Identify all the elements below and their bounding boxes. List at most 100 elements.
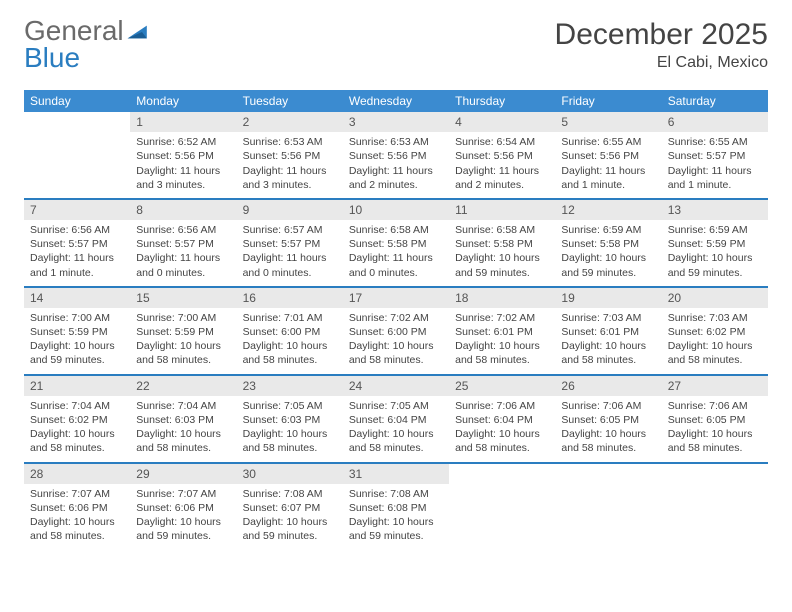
daylight-text: Daylight: 10 hours and 59 minutes. xyxy=(30,339,124,367)
day-number: 27 xyxy=(662,376,768,396)
calendar-day-cell: 31Sunrise: 7:08 AMSunset: 6:08 PMDayligh… xyxy=(343,463,449,550)
sunrise-text: Sunrise: 6:59 AM xyxy=(561,223,655,237)
day-number: 12 xyxy=(555,200,661,220)
day-details: Sunrise: 7:02 AMSunset: 6:00 PMDaylight:… xyxy=(343,308,449,374)
daylight-text: Daylight: 11 hours and 1 minute. xyxy=(30,251,124,279)
daylight-text: Daylight: 10 hours and 58 minutes. xyxy=(455,339,549,367)
sunset-text: Sunset: 6:04 PM xyxy=(349,413,443,427)
calendar-day-cell: 7Sunrise: 6:56 AMSunset: 5:57 PMDaylight… xyxy=(24,199,130,287)
sunset-text: Sunset: 5:58 PM xyxy=(349,237,443,251)
month-title: December 2025 xyxy=(555,18,768,52)
sunrise-text: Sunrise: 7:01 AM xyxy=(243,311,337,325)
day-number: 6 xyxy=(662,112,768,132)
calendar-week-row: 14Sunrise: 7:00 AMSunset: 5:59 PMDayligh… xyxy=(24,287,768,375)
sunrise-text: Sunrise: 6:59 AM xyxy=(668,223,762,237)
calendar-day-cell: 12Sunrise: 6:59 AMSunset: 5:58 PMDayligh… xyxy=(555,199,661,287)
calendar-day-cell: 11Sunrise: 6:58 AMSunset: 5:58 PMDayligh… xyxy=(449,199,555,287)
sunset-text: Sunset: 5:57 PM xyxy=(668,149,762,163)
day-details: Sunrise: 7:04 AMSunset: 6:03 PMDaylight:… xyxy=(130,396,236,462)
day-number: 10 xyxy=(343,200,449,220)
weekday-header: Saturday xyxy=(662,90,768,112)
day-number: 14 xyxy=(24,288,130,308)
sunrise-text: Sunrise: 7:08 AM xyxy=(243,487,337,501)
sunset-text: Sunset: 6:05 PM xyxy=(668,413,762,427)
weekday-header: Tuesday xyxy=(237,90,343,112)
sunset-text: Sunset: 5:58 PM xyxy=(561,237,655,251)
day-number: 15 xyxy=(130,288,236,308)
calendar-week-row: 1Sunrise: 6:52 AMSunset: 5:56 PMDaylight… xyxy=(24,112,768,199)
day-details: Sunrise: 6:53 AMSunset: 5:56 PMDaylight:… xyxy=(343,132,449,198)
sunrise-text: Sunrise: 7:08 AM xyxy=(349,487,443,501)
sunrise-text: Sunrise: 6:56 AM xyxy=(136,223,230,237)
calendar-day-cell: 19Sunrise: 7:03 AMSunset: 6:01 PMDayligh… xyxy=(555,287,661,375)
sunrise-text: Sunrise: 7:05 AM xyxy=(349,399,443,413)
day-details: Sunrise: 6:53 AMSunset: 5:56 PMDaylight:… xyxy=(237,132,343,198)
daylight-text: Daylight: 11 hours and 0 minutes. xyxy=(349,251,443,279)
daylight-text: Daylight: 11 hours and 0 minutes. xyxy=(243,251,337,279)
daylight-text: Daylight: 10 hours and 58 minutes. xyxy=(455,427,549,455)
daylight-text: Daylight: 11 hours and 1 minute. xyxy=(668,164,762,192)
sunset-text: Sunset: 5:57 PM xyxy=(30,237,124,251)
sunrise-text: Sunrise: 6:58 AM xyxy=(349,223,443,237)
sunset-text: Sunset: 6:01 PM xyxy=(455,325,549,339)
sunset-text: Sunset: 5:58 PM xyxy=(455,237,549,251)
daylight-text: Daylight: 10 hours and 58 minutes. xyxy=(349,339,443,367)
day-number: 3 xyxy=(343,112,449,132)
weekday-header: Sunday xyxy=(24,90,130,112)
sunset-text: Sunset: 6:00 PM xyxy=(349,325,443,339)
day-number: 11 xyxy=(449,200,555,220)
header: GeneralBlue December 2025 El Cabi, Mexic… xyxy=(24,18,768,72)
day-details: Sunrise: 6:58 AMSunset: 5:58 PMDaylight:… xyxy=(343,220,449,286)
daylight-text: Daylight: 10 hours and 58 minutes. xyxy=(136,339,230,367)
day-number: 9 xyxy=(237,200,343,220)
calendar-day-cell: 23Sunrise: 7:05 AMSunset: 6:03 PMDayligh… xyxy=(237,375,343,463)
sunset-text: Sunset: 6:00 PM xyxy=(243,325,337,339)
day-details: Sunrise: 7:01 AMSunset: 6:00 PMDaylight:… xyxy=(237,308,343,374)
calendar-day-cell: 14Sunrise: 7:00 AMSunset: 5:59 PMDayligh… xyxy=(24,287,130,375)
weekday-header: Thursday xyxy=(449,90,555,112)
daylight-text: Daylight: 10 hours and 58 minutes. xyxy=(30,515,124,543)
sunset-text: Sunset: 6:04 PM xyxy=(455,413,549,427)
calendar-week-row: 28Sunrise: 7:07 AMSunset: 6:06 PMDayligh… xyxy=(24,463,768,550)
sunrise-text: Sunrise: 6:56 AM xyxy=(30,223,124,237)
day-number: 23 xyxy=(237,376,343,396)
day-details: Sunrise: 7:08 AMSunset: 6:07 PMDaylight:… xyxy=(237,484,343,550)
calendar-day-cell: 10Sunrise: 6:58 AMSunset: 5:58 PMDayligh… xyxy=(343,199,449,287)
day-number: 2 xyxy=(237,112,343,132)
sunrise-text: Sunrise: 7:00 AM xyxy=(30,311,124,325)
day-details: Sunrise: 6:58 AMSunset: 5:58 PMDaylight:… xyxy=(449,220,555,286)
day-details: Sunrise: 7:05 AMSunset: 6:04 PMDaylight:… xyxy=(343,396,449,462)
daylight-text: Daylight: 10 hours and 59 minutes. xyxy=(136,515,230,543)
day-details: Sunrise: 7:06 AMSunset: 6:05 PMDaylight:… xyxy=(555,396,661,462)
logo-triangle-icon xyxy=(126,18,150,45)
day-details: Sunrise: 7:07 AMSunset: 6:06 PMDaylight:… xyxy=(24,484,130,550)
sunrise-text: Sunrise: 6:54 AM xyxy=(455,135,549,149)
sunset-text: Sunset: 6:02 PM xyxy=(30,413,124,427)
weekday-header: Friday xyxy=(555,90,661,112)
daylight-text: Daylight: 10 hours and 58 minutes. xyxy=(668,427,762,455)
day-details: Sunrise: 7:02 AMSunset: 6:01 PMDaylight:… xyxy=(449,308,555,374)
calendar-day-cell: 3Sunrise: 6:53 AMSunset: 5:56 PMDaylight… xyxy=(343,112,449,199)
sunset-text: Sunset: 6:06 PM xyxy=(30,501,124,515)
sunrise-text: Sunrise: 7:06 AM xyxy=(455,399,549,413)
sunrise-text: Sunrise: 7:07 AM xyxy=(30,487,124,501)
calendar-day-cell: 17Sunrise: 7:02 AMSunset: 6:00 PMDayligh… xyxy=(343,287,449,375)
calendar-day-cell: 21Sunrise: 7:04 AMSunset: 6:02 PMDayligh… xyxy=(24,375,130,463)
calendar-day-cell: 20Sunrise: 7:03 AMSunset: 6:02 PMDayligh… xyxy=(662,287,768,375)
sunrise-text: Sunrise: 7:04 AM xyxy=(30,399,124,413)
calendar-day-cell: 27Sunrise: 7:06 AMSunset: 6:05 PMDayligh… xyxy=(662,375,768,463)
daylight-text: Daylight: 11 hours and 3 minutes. xyxy=(243,164,337,192)
sunset-text: Sunset: 5:57 PM xyxy=(243,237,337,251)
calendar-body: 1Sunrise: 6:52 AMSunset: 5:56 PMDaylight… xyxy=(24,112,768,549)
calendar-day-cell: 15Sunrise: 7:00 AMSunset: 5:59 PMDayligh… xyxy=(130,287,236,375)
weekday-header: Wednesday xyxy=(343,90,449,112)
sunset-text: Sunset: 5:59 PM xyxy=(668,237,762,251)
day-number: 1 xyxy=(130,112,236,132)
title-block: December 2025 El Cabi, Mexico xyxy=(555,18,768,72)
day-number: 19 xyxy=(555,288,661,308)
sunset-text: Sunset: 5:56 PM xyxy=(243,149,337,163)
sunset-text: Sunset: 5:59 PM xyxy=(136,325,230,339)
daylight-text: Daylight: 10 hours and 58 minutes. xyxy=(668,339,762,367)
daylight-text: Daylight: 11 hours and 2 minutes. xyxy=(455,164,549,192)
day-details: Sunrise: 7:03 AMSunset: 6:01 PMDaylight:… xyxy=(555,308,661,374)
